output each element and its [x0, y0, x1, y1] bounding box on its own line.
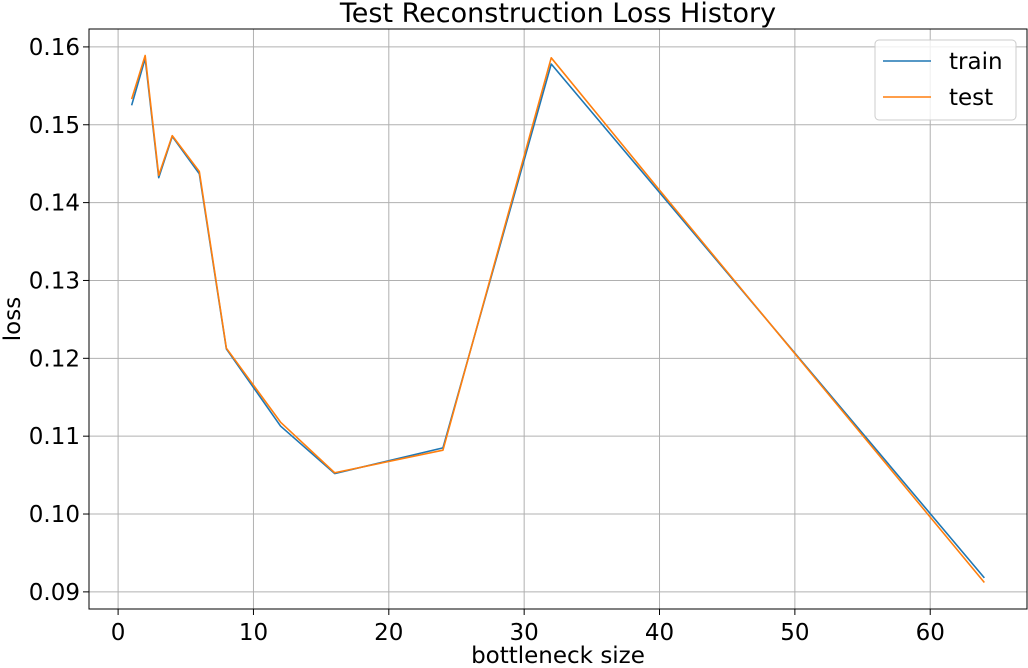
legend-label-train: train [949, 49, 1003, 75]
legend-box [874, 39, 1017, 121]
x-tick-label: 20 [374, 620, 403, 646]
plot-frame [88, 28, 1028, 610]
x-tick-label: 50 [780, 620, 809, 646]
x-tick-label: 30 [510, 620, 539, 646]
ticks: 0 10 20 30 40 50 60 0.09 0.10 0.11 0.12 0.13 0.14 0.1… [29, 35, 945, 646]
y-tick-label: 0.16 [29, 35, 80, 61]
grid [89, 29, 1027, 609]
y-tick-label: 0.14 [29, 191, 80, 217]
y-tick-label: 0.13 [29, 268, 80, 294]
series-line-test [130, 54, 985, 584]
y-tick-label: 0.11 [29, 424, 80, 450]
y-tick-label: 0.12 [29, 346, 80, 372]
x-tick-label: 0 [111, 620, 126, 646]
x-tick-label: 40 [645, 620, 674, 646]
y-axis-label: loss [0, 297, 26, 341]
y-tick-label: 0.15 [29, 113, 80, 139]
legend: train test [874, 39, 1017, 121]
x-tick-label: 10 [239, 620, 268, 646]
series-lines [130, 54, 985, 584]
y-tick-label: 0.10 [29, 502, 80, 528]
chart-title: Test Reconstruction Loss History [339, 0, 776, 29]
series-line-train [130, 57, 985, 579]
y-tick-label: 0.09 [29, 580, 80, 606]
x-axis-label: bottleneck size [471, 643, 645, 668]
x-tick-label: 60 [916, 620, 945, 646]
legend-label-test: test [949, 85, 993, 111]
